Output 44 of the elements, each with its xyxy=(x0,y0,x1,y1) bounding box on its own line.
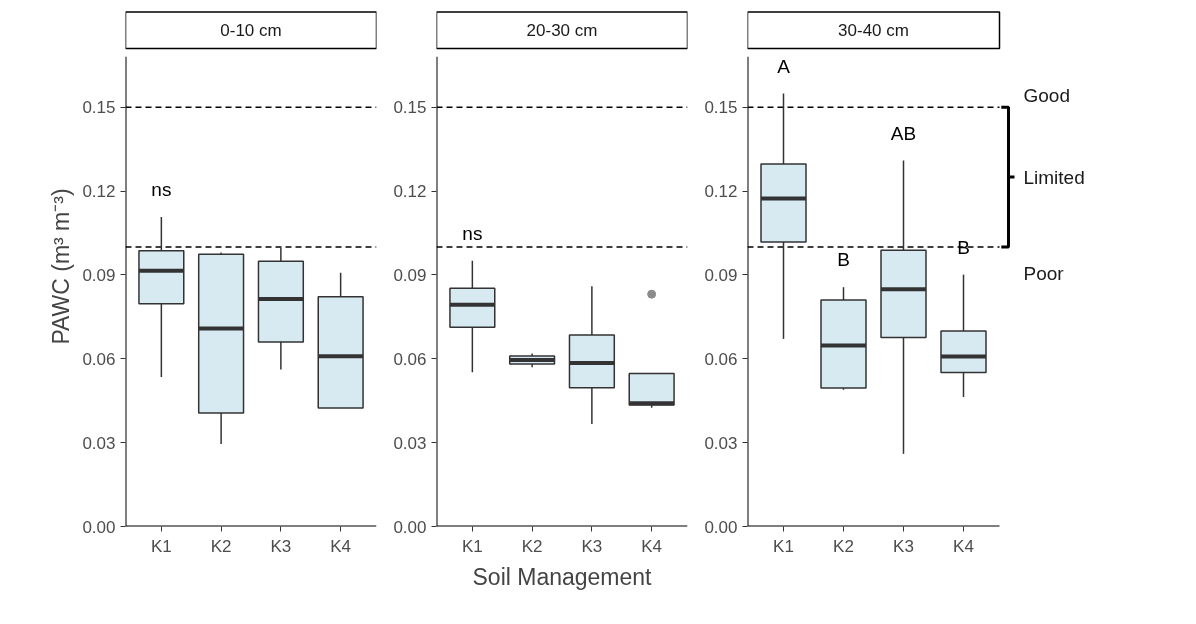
chart-title: 0-10 cm xyxy=(220,20,282,40)
x-tick-label: K4 xyxy=(330,536,352,556)
annotation: B xyxy=(957,236,970,258)
y-tick-label: 0.15 xyxy=(393,98,427,118)
annotation: ns xyxy=(462,222,483,244)
text: Poor xyxy=(1023,262,1065,284)
y-tick-label: 0.03 xyxy=(704,433,738,453)
y-tick-label: 0.12 xyxy=(393,182,427,202)
x-tick-label: K2 xyxy=(210,536,232,556)
x-tick-label: K2 xyxy=(521,536,543,556)
x-tick-label: K3 xyxy=(893,536,914,556)
x-tick-label: K4 xyxy=(641,536,663,556)
y-tick-label: 0.12 xyxy=(82,182,116,202)
y-tick-label: 0.00 xyxy=(393,517,427,537)
x-tick-label: K3 xyxy=(270,536,292,556)
x-tick-label: K4 xyxy=(953,536,974,556)
x-tick-label: K1 xyxy=(150,536,172,556)
y-tick-label: 0.12 xyxy=(704,182,738,202)
annotation: ns xyxy=(151,179,172,201)
y-tick-label: 0.00 xyxy=(82,517,116,537)
y-tick-label: 0.06 xyxy=(82,349,116,369)
annotation: AB xyxy=(890,122,917,144)
y-tick-label: 0.15 xyxy=(704,98,738,118)
y-tick-label: 0.06 xyxy=(393,349,427,369)
text: Limited xyxy=(1023,166,1085,188)
x-axis-title: Soil Management xyxy=(472,563,653,590)
x-tick-label: K1 xyxy=(461,536,483,556)
annotation: A xyxy=(777,55,791,77)
x-tick-label: K1 xyxy=(773,536,794,556)
y-tick-label: 0.03 xyxy=(393,433,427,453)
x-tick-label: K3 xyxy=(581,536,603,556)
y-tick-label: 0.06 xyxy=(704,349,738,369)
y-tick-label: 0.09 xyxy=(704,265,738,285)
chart-title: 20-30 cm xyxy=(526,20,598,40)
text: Good xyxy=(1023,85,1070,107)
y-tick-label: 0.15 xyxy=(82,98,116,118)
x-tick-label: K2 xyxy=(833,536,854,556)
annotation: B xyxy=(837,249,850,271)
y-tick-label: 0.09 xyxy=(82,265,116,285)
chart-title: 30-40 cm xyxy=(838,20,909,40)
y-tick-label: 0.03 xyxy=(82,433,116,453)
y-tick-label: 0.00 xyxy=(704,517,738,537)
y-tick-label: 0.09 xyxy=(393,265,427,285)
y-axis-title: PAWC (m³ m⁻³) xyxy=(48,188,75,345)
